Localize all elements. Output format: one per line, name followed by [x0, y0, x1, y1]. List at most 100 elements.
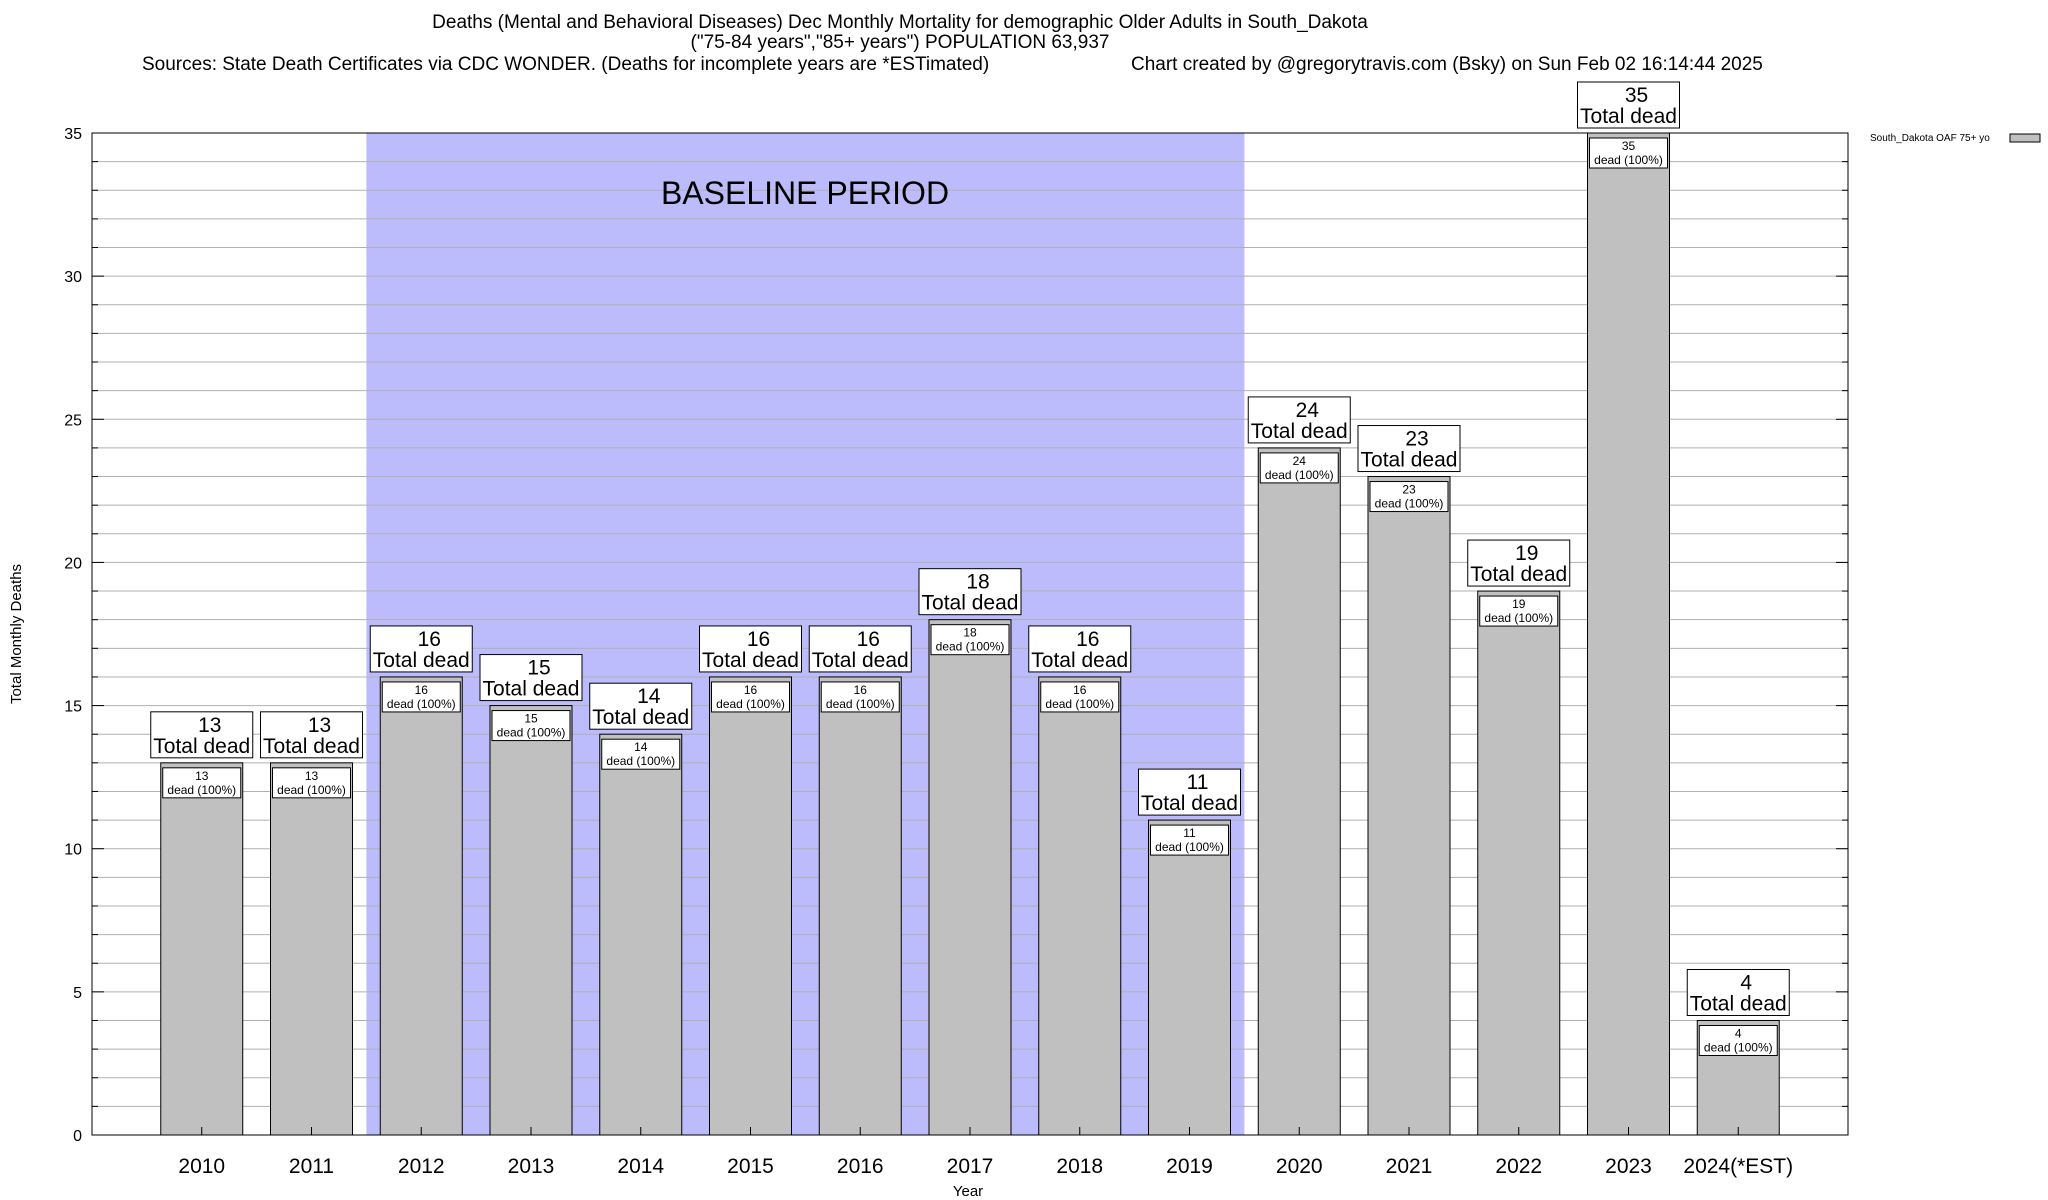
bar-inner-label: dead (100%)	[1045, 697, 1114, 711]
bar-total-label-box	[918, 568, 1022, 616]
bar-total-label: Total dead	[153, 735, 250, 758]
legend-label: South_Dakota OAF 75+ yo	[1870, 133, 1990, 144]
x-tick-label: 2020	[1276, 1155, 1323, 1178]
bar-inner-value: 16	[1073, 683, 1087, 697]
x-tick-label: 2010	[178, 1155, 225, 1178]
x-axis-label: Year	[953, 1183, 983, 1200]
bar-total-value: 19	[1515, 542, 1538, 565]
bar-total-value: 24	[1296, 399, 1320, 422]
bar-inner-label-box	[711, 681, 790, 713]
bar	[1367, 476, 1451, 1136]
bar	[1148, 819, 1231, 1136]
bar-inner-label: dead (100%)	[606, 754, 675, 768]
x-tick-label: 2021	[1386, 1155, 1433, 1178]
bar-total-value: 16	[418, 628, 441, 651]
bar	[709, 676, 792, 1136]
bar-total-label: Total dead	[373, 649, 470, 672]
bar-total-label: Total dead	[1580, 105, 1677, 128]
bar-inner-value: 16	[854, 683, 868, 697]
bar	[1257, 447, 1341, 1136]
bar-total-label-box	[369, 625, 473, 673]
x-tick-label: 2018	[1056, 1155, 1103, 1178]
bar-inner-label-box	[820, 681, 900, 713]
bar-inner-value: 13	[195, 769, 209, 783]
bar-inner-label: dead (100%)	[277, 783, 346, 797]
bar-total-label-box	[589, 682, 693, 730]
bar-inner-label-box	[162, 767, 242, 799]
bar-inner-value: 15	[524, 712, 538, 726]
bar-total-label-box	[1577, 81, 1680, 129]
credit-note: Chart created by @gregorytravis.com (Bsk…	[1131, 54, 1763, 75]
x-tick-label: 2024(*EST)	[1683, 1155, 1793, 1178]
bar-total-label-box	[1686, 968, 1790, 1016]
bar	[160, 762, 244, 1136]
plot-border	[91, 132, 1849, 1136]
y-tick-label: 20	[64, 555, 82, 572]
bar	[270, 762, 353, 1136]
bar-inner-label: dead (100%)	[167, 783, 236, 797]
bar-inner-label-box	[381, 681, 461, 713]
bar-total-value: 16	[857, 628, 880, 651]
bar-inner-label: dead (100%)	[936, 640, 1005, 654]
bar-total-label: Total dead	[922, 592, 1019, 615]
bar-inner-label-box	[491, 710, 571, 742]
bar-inner-label-box	[601, 738, 681, 770]
chart-title: Deaths (Mental and Behavioral Diseases) …	[432, 12, 1368, 33]
bar-inner-label-box	[1369, 481, 1449, 513]
bar-inner-label-box	[1150, 824, 1229, 856]
bar-total-label-box	[1138, 768, 1241, 816]
bar-total-label: Total dead	[1031, 649, 1128, 672]
baseline-period-label: BASELINE PERIOD	[661, 175, 949, 211]
bar-total-label-box	[150, 711, 254, 759]
bar-total-value: 23	[1405, 428, 1428, 451]
bar	[818, 676, 902, 1136]
bar	[599, 733, 683, 1136]
sources-note: Sources: State Death Certificates via CD…	[142, 54, 990, 75]
bar-total-label-box	[479, 654, 583, 702]
bar-inner-label: dead (100%)	[1484, 611, 1553, 625]
y-tick-label: 15	[64, 699, 82, 716]
bar-inner-value: 13	[305, 769, 319, 783]
bar-total-label-box	[808, 625, 912, 673]
bar-total-label: Total dead	[702, 649, 799, 672]
bar-inner-label: dead (100%)	[1155, 840, 1224, 854]
bar-total-label: Total dead	[1141, 792, 1238, 815]
bar-inner-label: dead (100%)	[497, 726, 566, 740]
x-tick-label: 2016	[837, 1155, 884, 1178]
bar-inner-value: 16	[744, 683, 758, 697]
bar-inner-value: 35	[1622, 139, 1636, 153]
bar-total-label: Total dead	[263, 735, 360, 758]
y-tick-label: 35	[64, 126, 82, 143]
bar-inner-label: dead (100%)	[1375, 497, 1444, 511]
bar-total-label-box	[260, 711, 363, 759]
y-axis-label: Total Monthly Deaths	[8, 564, 25, 704]
bar-total-value: 13	[308, 714, 331, 737]
chart-subtitle: ("75-84 years","85+ years") POPULATION 6…	[690, 32, 1110, 53]
bar-total-value: 11	[1187, 771, 1209, 794]
bar-inner-value: 19	[1512, 597, 1526, 611]
bar	[928, 619, 1012, 1136]
bar-total-value: 14	[637, 685, 661, 708]
bar-inner-value: 14	[634, 740, 648, 754]
bar-total-label-box	[1028, 625, 1132, 673]
bar-inner-label-box	[272, 767, 351, 799]
bar-total-value: 16	[1076, 628, 1099, 651]
bar-inner-label-box	[1040, 681, 1120, 713]
bar-inner-value: 11	[1183, 826, 1196, 840]
bar-inner-value: 24	[1293, 454, 1307, 468]
bar	[1587, 132, 1670, 1136]
bar	[489, 705, 573, 1136]
bar	[1038, 676, 1122, 1136]
bar-inner-label: dead (100%)	[1594, 153, 1663, 167]
bar-total-label: Total dead	[1251, 420, 1348, 443]
bar-inner-label: dead (100%)	[387, 697, 456, 711]
bar-total-label: Total dead	[1470, 563, 1567, 586]
bar-inner-value: 4	[1735, 1026, 1742, 1040]
x-tick-label: 2023	[1605, 1155, 1652, 1178]
bar-inner-label-box	[1698, 1024, 1778, 1056]
legend-swatch	[2009, 133, 2041, 143]
bar-total-label-box	[1467, 539, 1571, 587]
x-tick-label: 2019	[1166, 1155, 1213, 1178]
bar-inner-label: dead (100%)	[1265, 468, 1334, 482]
